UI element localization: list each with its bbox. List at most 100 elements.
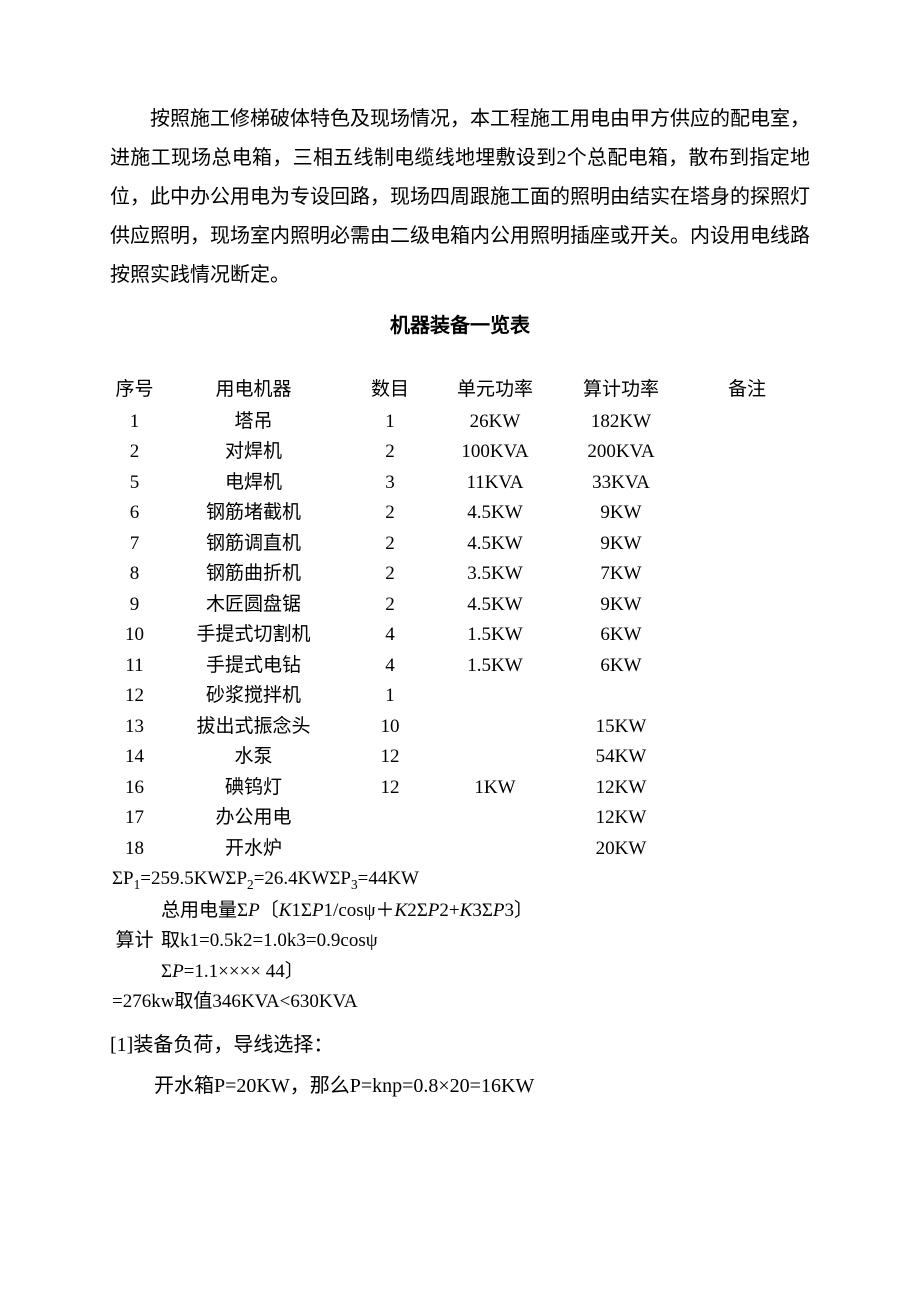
cell-note <box>684 834 810 865</box>
header-seq: 序号 <box>110 374 159 407</box>
table-row: 8钢筋曲折机23.5KW7KW <box>110 559 810 590</box>
table-row: 2对焊机2100KVA200KVA <box>110 437 810 468</box>
table-row: 9木匠圆盘锯24.5KW9KW <box>110 590 810 621</box>
cell-seq: 7 <box>110 529 159 560</box>
cell-note <box>684 529 810 560</box>
table-row: 14水泵1254KW <box>110 742 810 773</box>
cell-qty <box>348 803 432 834</box>
table-row: 13拔出式振念头1015KW <box>110 712 810 743</box>
cell-unit: 26KW <box>432 407 558 438</box>
cell-name: 钢筋曲折机 <box>159 559 348 590</box>
cell-qty: 12 <box>348 742 432 773</box>
footer-line1: [1]装备负荷，导线选择： <box>110 1026 810 1064</box>
table-row: 16碘钨灯121KW12KW <box>110 773 810 804</box>
cell-note <box>684 803 810 834</box>
cell-seq: 13 <box>110 712 159 743</box>
cell-unit: 3.5KW <box>432 559 558 590</box>
cell-name: 电焊机 <box>159 468 348 499</box>
cell-total: 15KW <box>558 712 684 743</box>
cell-total: 200KVA <box>558 437 684 468</box>
cell-name: 手提式电钻 <box>159 651 348 682</box>
cell-qty: 4 <box>348 651 432 682</box>
table-row: 18开水炉 20KW <box>110 834 810 865</box>
cell-total: 12KW <box>558 773 684 804</box>
cell-total: 7KW <box>558 559 684 590</box>
cell-total: 9KW <box>558 590 684 621</box>
cell-note <box>684 559 810 590</box>
cell-total: 12KW <box>558 803 684 834</box>
table-row: 17办公用电12KW <box>110 803 810 834</box>
cell-qty: 2 <box>348 559 432 590</box>
intro-paragraph: 按照施工修梯破体特色及现场情况，本工程施工用电由甲方供应的配电室，进施工现场总电… <box>110 100 810 295</box>
cell-seq: 1 <box>110 407 159 438</box>
cell-note <box>684 590 810 621</box>
equipment-table: 序号 用电机器 数目 单元功率 算计功率 备注 1塔吊126KW182KW2对焊… <box>110 374 810 1018</box>
header-note: 备注 <box>684 374 810 407</box>
cell-note <box>684 712 810 743</box>
cell-name: 水泵 <box>159 742 348 773</box>
cell-seq: 8 <box>110 559 159 590</box>
cell-note <box>684 681 810 712</box>
cell-note <box>684 742 810 773</box>
cell-seq: 18 <box>110 834 159 865</box>
cell-total: 6KW <box>558 651 684 682</box>
cell-note <box>684 437 810 468</box>
header-name: 用电机器 <box>159 374 348 407</box>
cell-seq: 9 <box>110 590 159 621</box>
cell-name: 钢筋调直机 <box>159 529 348 560</box>
cell-name: 木匠圆盘锯 <box>159 590 348 621</box>
cell-note <box>684 773 810 804</box>
cell-unit: 11KVA <box>432 468 558 499</box>
cell-unit: 1.5KW <box>432 651 558 682</box>
cell-total: 54KW <box>558 742 684 773</box>
cell-name: 办公用电 <box>159 803 348 834</box>
cell-note <box>684 498 810 529</box>
cell-name: 钢筋堵截机 <box>159 498 348 529</box>
calc-line3: 取k1=0.5k2=1.0k3=0.9cosψ <box>159 926 810 957</box>
cell-name: 碘钨灯 <box>159 773 348 804</box>
calc-line5: =276kw取值346KVA<630KVA <box>110 987 810 1018</box>
cell-qty: 2 <box>348 590 432 621</box>
calc-line1: ΣP1=259.5KWΣP2=26.4KWΣP3=44KW <box>110 864 810 896</box>
table-row: 5电焊机311KVA33KVA <box>110 468 810 499</box>
cell-qty: 1 <box>348 681 432 712</box>
table-row: 11手提式电钻41.5KW6KW <box>110 651 810 682</box>
cell-qty: 4 <box>348 620 432 651</box>
cell-total: 20KW <box>558 834 684 865</box>
cell-qty: 2 <box>348 529 432 560</box>
cell-total: 182KW <box>558 407 684 438</box>
cell-unit: 4.5KW <box>432 590 558 621</box>
calc-label: 算计 <box>110 896 159 988</box>
cell-total: 9KW <box>558 498 684 529</box>
cell-qty: 1 <box>348 407 432 438</box>
cell-unit: 4.5KW <box>432 498 558 529</box>
cell-qty: 3 <box>348 468 432 499</box>
cell-name: 塔吊 <box>159 407 348 438</box>
header-qty: 数目 <box>348 374 432 407</box>
cell-qty: 12 <box>348 773 432 804</box>
cell-unit <box>432 803 558 834</box>
cell-total: 33KVA <box>558 468 684 499</box>
calc-line2: 总用电量ΣP〔K1ΣP1/cosψ＋K2ΣP2+K3ΣP3〕 <box>159 896 810 927</box>
cell-total: 6KW <box>558 620 684 651</box>
table-row: 7钢筋调直机24.5KW9KW <box>110 529 810 560</box>
cell-unit: 4.5KW <box>432 529 558 560</box>
cell-note <box>684 651 810 682</box>
cell-unit <box>432 742 558 773</box>
cell-name: 砂浆搅拌机 <box>159 681 348 712</box>
table-row: 1塔吊126KW182KW <box>110 407 810 438</box>
table-row: 6钢筋堵截机24.5KW9KW <box>110 498 810 529</box>
cell-name: 对焊机 <box>159 437 348 468</box>
cell-unit: 100KVA <box>432 437 558 468</box>
cell-unit <box>432 681 558 712</box>
cell-unit: 1.5KW <box>432 620 558 651</box>
cell-total <box>558 681 684 712</box>
cell-note <box>684 620 810 651</box>
cell-seq: 5 <box>110 468 159 499</box>
cell-name: 开水炉 <box>159 834 348 865</box>
cell-total: 9KW <box>558 529 684 560</box>
cell-seq: 11 <box>110 651 159 682</box>
header-unit: 单元功率 <box>432 374 558 407</box>
cell-note <box>684 407 810 438</box>
table-row: 12砂浆搅拌机1 <box>110 681 810 712</box>
